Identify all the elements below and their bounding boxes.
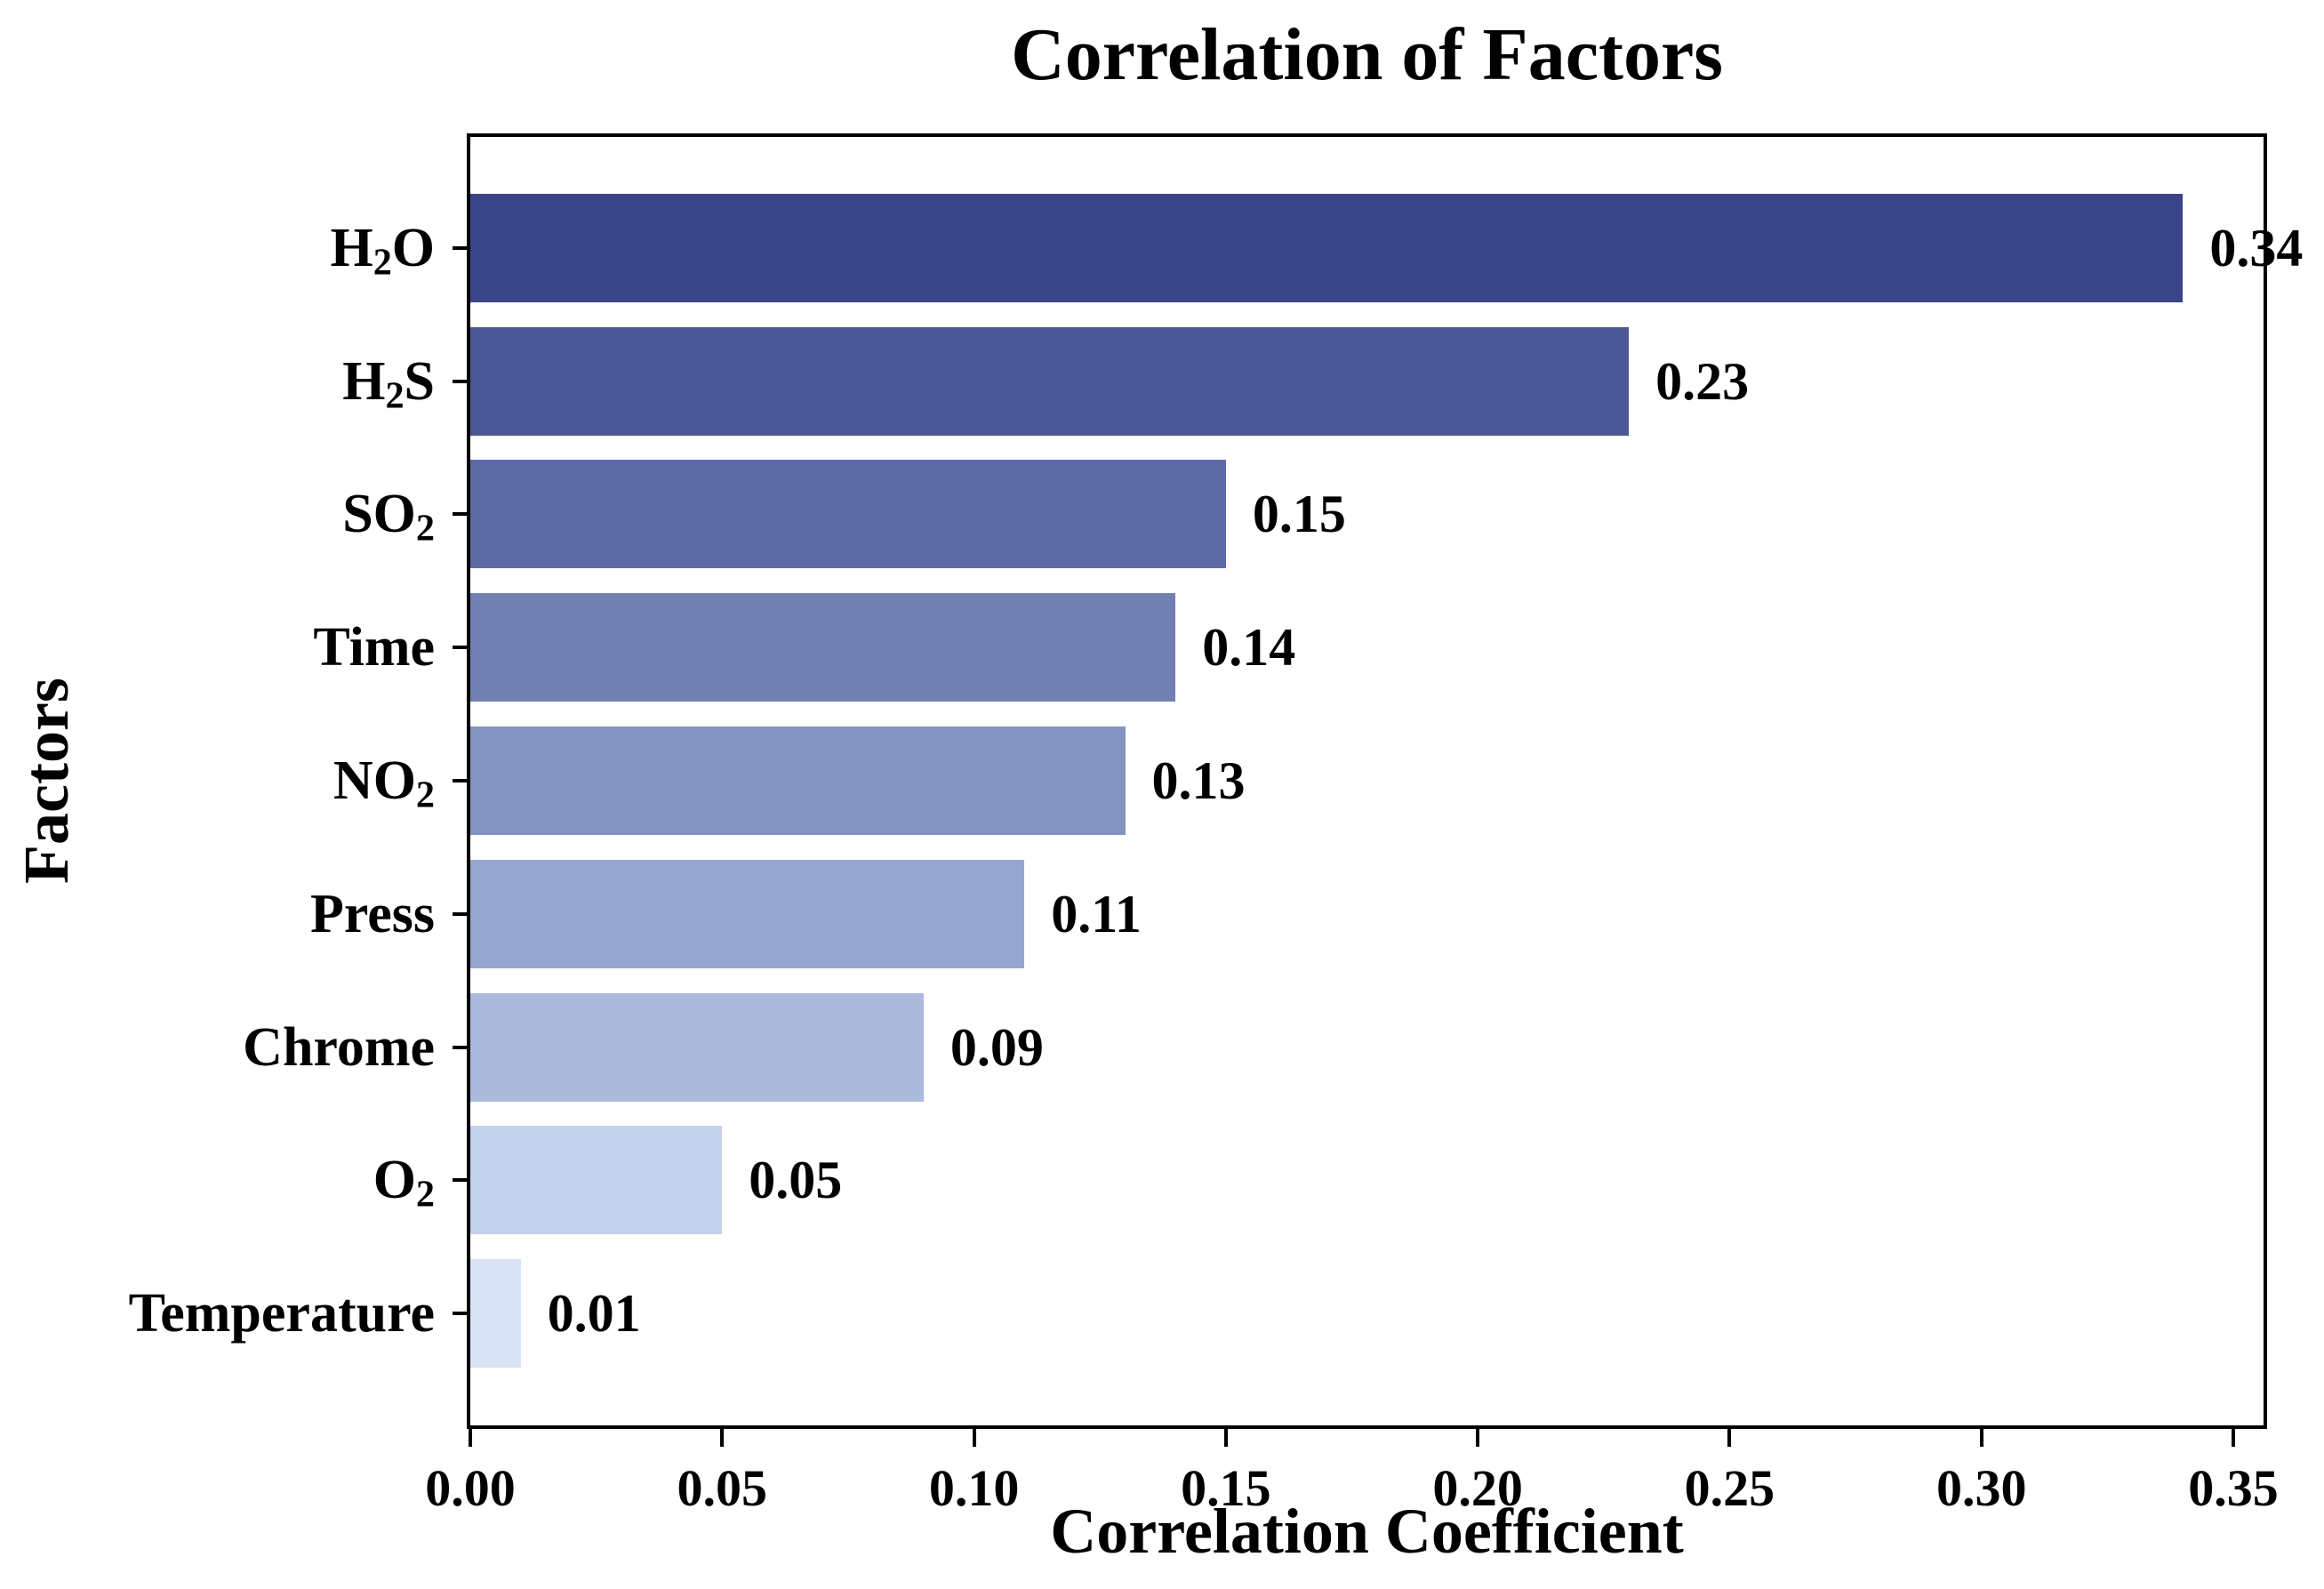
bar — [470, 193, 2184, 302]
bar — [470, 1259, 521, 1368]
x-tick-label: 0.15 — [1181, 1459, 1271, 1517]
bar-row: NO2 0.13 — [333, 714, 2264, 847]
bars-container: H2O 0.34 H2S 0.23 SO2 0.15 Time 0.14 NO2 — [129, 181, 2303, 1380]
bar-row: SO2 0.15 — [342, 448, 2264, 582]
bar-value-label: 0.15 — [1252, 485, 1346, 544]
chart-title: Correlation of Factors — [1011, 13, 1723, 96]
category-label: H2S — [342, 350, 435, 416]
y-tick — [453, 1178, 470, 1183]
bar — [470, 593, 1176, 702]
plot-area: H2O 0.34 H2S 0.23 SO2 0.15 Time 0.14 NO2 — [129, 133, 2303, 1514]
bar-row: H2O 0.34 — [330, 181, 2303, 315]
bar-value-label: 0.09 — [950, 1017, 1044, 1077]
y-tick — [453, 646, 470, 650]
bar-value-label: 0.13 — [1151, 751, 1246, 811]
bar-value-label: 0.05 — [749, 1151, 843, 1210]
bar-row: Chrome 0.09 — [243, 981, 2264, 1114]
x-tick-label: 0.25 — [1684, 1459, 1775, 1517]
bar — [470, 859, 1025, 968]
bar-row: H2S 0.23 — [342, 315, 2264, 448]
bar — [470, 326, 1630, 436]
x-tick — [1476, 1429, 1480, 1447]
x-tick-label: 0.30 — [1935, 1459, 2027, 1517]
y-tick — [453, 512, 470, 517]
y-axis-title: Factors — [11, 678, 82, 884]
x-tick — [1223, 1429, 1228, 1447]
bar — [470, 992, 924, 1102]
y-tick — [453, 779, 470, 783]
category-label: H2O — [330, 217, 435, 284]
bar — [470, 460, 1226, 569]
x-tick-label: 0.35 — [2188, 1459, 2279, 1517]
bar — [470, 1126, 723, 1235]
x-tick — [469, 1429, 472, 1447]
x-tick — [1727, 1429, 1732, 1447]
x-tick-label: 0.20 — [1432, 1459, 1523, 1517]
bar-value-label: 0.11 — [1051, 884, 1142, 943]
bar-row: O2 0.05 — [373, 1113, 2264, 1247]
x-tick-label: 0.10 — [928, 1459, 1020, 1517]
bar-value-label: 0.01 — [547, 1284, 641, 1344]
bar-row: Time 0.14 — [313, 581, 2264, 714]
category-label: Press — [309, 883, 435, 944]
y-tick — [453, 1045, 470, 1049]
category-label: Temperature — [128, 1283, 435, 1344]
x-axis-title: Correlation Coefficient — [1050, 1496, 1684, 1567]
y-tick — [453, 245, 470, 250]
bar-row: Temperature 0.01 — [129, 1247, 2264, 1380]
bar-value-label: 0.14 — [1202, 618, 1296, 678]
x-tick-label: 0.05 — [677, 1459, 768, 1517]
bar — [470, 726, 1126, 836]
bar-value-label: 0.23 — [1655, 351, 1750, 411]
x-tick-label: 0.00 — [425, 1459, 516, 1517]
x-tick — [720, 1429, 725, 1447]
x-tick — [2232, 1429, 2235, 1447]
category-label: NO2 — [333, 750, 435, 816]
y-tick — [453, 1312, 470, 1316]
y-tick — [453, 911, 470, 916]
bar-value-label: 0.34 — [2209, 218, 2304, 277]
category-label: SO2 — [342, 484, 435, 550]
category-label: Chrome — [243, 1016, 435, 1078]
category-label: O2 — [373, 1150, 435, 1216]
y-tick — [453, 379, 470, 383]
x-tick — [1979, 1429, 1983, 1447]
bar-row: Press 0.11 — [310, 847, 2264, 981]
category-label: Time — [313, 617, 435, 678]
x-tick — [972, 1429, 976, 1447]
